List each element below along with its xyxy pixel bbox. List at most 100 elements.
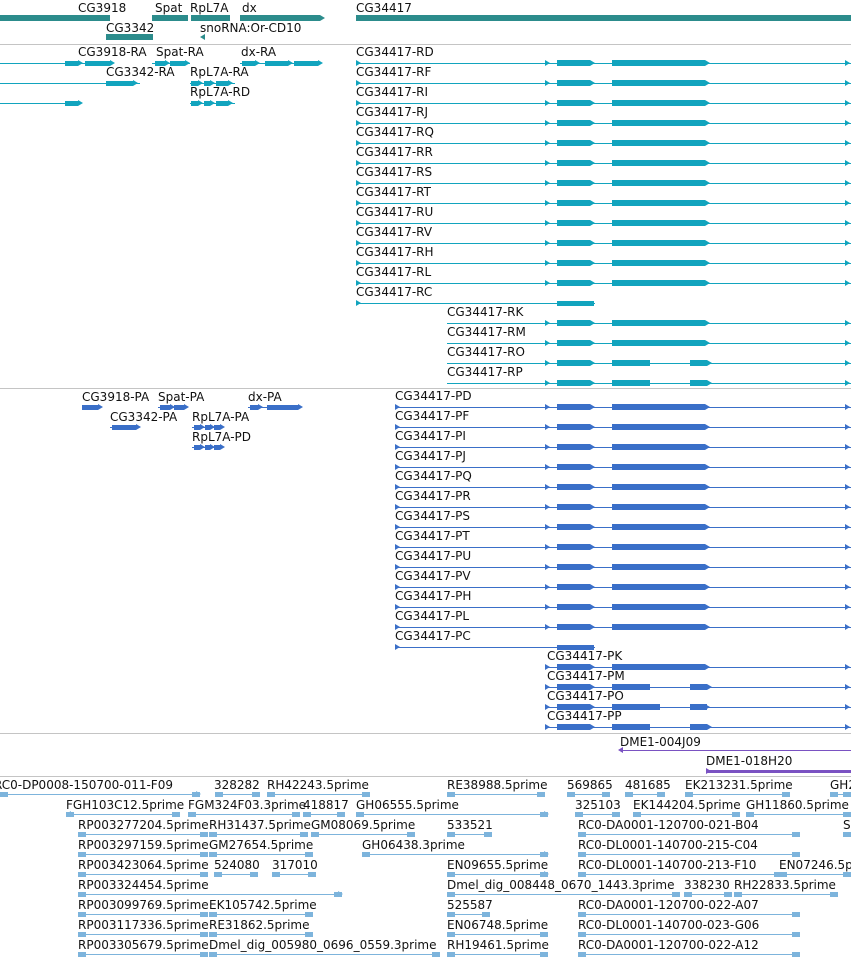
cdna-end-block[interactable]: [362, 852, 370, 857]
exon-block[interactable]: [557, 504, 590, 510]
cdna-end-block[interactable]: [724, 892, 732, 897]
cdna-end-block[interactable]: [209, 932, 217, 937]
exon-block[interactable]: [557, 100, 590, 106]
cdna-end-block[interactable]: [209, 952, 217, 957]
exon-block[interactable]: [204, 101, 210, 106]
cdna-end-block[interactable]: [578, 832, 586, 837]
exon-block[interactable]: [557, 140, 590, 146]
cdna-end-block[interactable]: [407, 832, 415, 837]
exon-block[interactable]: [557, 360, 590, 366]
exon-block[interactable]: [612, 724, 650, 730]
exon-block[interactable]: [612, 60, 705, 66]
cdna-end-block[interactable]: [272, 872, 280, 877]
cdna-end-block[interactable]: [779, 872, 787, 877]
exon-block[interactable]: [557, 524, 590, 530]
cdna-end-block[interactable]: [537, 792, 545, 797]
cdna-end-block[interactable]: [578, 912, 586, 917]
exon-block[interactable]: [612, 200, 705, 206]
cdna-end-block[interactable]: [792, 852, 800, 857]
exon-block[interactable]: [557, 260, 590, 266]
exon-block[interactable]: [191, 101, 198, 106]
exon-block[interactable]: [214, 425, 220, 430]
exon-block[interactable]: [612, 664, 705, 670]
exon-block[interactable]: [612, 564, 705, 570]
cdna-end-block[interactable]: [792, 952, 800, 957]
exon-block[interactable]: [557, 380, 590, 386]
cdna-end-block[interactable]: [734, 892, 742, 897]
exon-block[interactable]: [557, 444, 590, 450]
cdna-end-block[interactable]: [200, 952, 208, 957]
exon-block[interactable]: [612, 504, 705, 510]
cdna-end-block[interactable]: [792, 912, 800, 917]
exon-block[interactable]: [191, 81, 198, 86]
cdna-end-block[interactable]: [209, 852, 217, 857]
cdna-end-block[interactable]: [792, 932, 800, 937]
exon-block[interactable]: [612, 604, 705, 610]
exon-block[interactable]: [690, 704, 707, 710]
cdna-end-block[interactable]: [303, 812, 311, 817]
clone-feature[interactable]: [706, 770, 851, 773]
exon-block[interactable]: [216, 81, 228, 86]
cdna-end-block[interactable]: [447, 932, 455, 937]
cdna-end-block[interactable]: [447, 892, 455, 897]
gene-feature[interactable]: [191, 15, 230, 21]
gene-feature[interactable]: [0, 15, 110, 21]
cdna-end-block[interactable]: [575, 812, 583, 817]
exon-block[interactable]: [612, 424, 705, 430]
cdna-end-block[interactable]: [78, 932, 86, 937]
exon-block[interactable]: [267, 405, 298, 410]
exon-block[interactable]: [612, 160, 705, 166]
exon-block[interactable]: [612, 524, 705, 530]
cdna-end-block[interactable]: [78, 832, 86, 837]
cdna-end-block[interactable]: [200, 872, 208, 877]
exon-block[interactable]: [612, 260, 705, 266]
cdna-end-block[interactable]: [830, 792, 838, 797]
cdna-end-block[interactable]: [300, 832, 308, 837]
exon-block[interactable]: [557, 80, 590, 86]
exon-block[interactable]: [557, 200, 590, 206]
cdna-end-block[interactable]: [684, 892, 692, 897]
cdna-end-block[interactable]: [578, 852, 586, 857]
cdna-end-block[interactable]: [252, 792, 260, 797]
exon-block[interactable]: [557, 240, 590, 246]
exon-block[interactable]: [85, 61, 110, 66]
exon-block[interactable]: [160, 405, 170, 410]
exon-block[interactable]: [612, 704, 660, 710]
cdna-end-block[interactable]: [292, 812, 300, 817]
cdna-end-block[interactable]: [685, 792, 693, 797]
cdna-end-block[interactable]: [672, 892, 680, 897]
exon-block[interactable]: [294, 61, 318, 66]
cdna-end-block[interactable]: [78, 872, 86, 877]
exon-block[interactable]: [557, 464, 590, 470]
exon-block[interactable]: [65, 61, 78, 66]
exon-block[interactable]: [612, 280, 705, 286]
cdna-end-block[interactable]: [78, 892, 86, 897]
exon-block[interactable]: [612, 444, 705, 450]
exon-block[interactable]: [204, 81, 210, 86]
exon-block[interactable]: [557, 60, 590, 66]
cdna-end-block[interactable]: [830, 892, 838, 897]
cdna-end-block[interactable]: [602, 792, 610, 797]
cdna-end-block[interactable]: [305, 912, 313, 917]
exon-block[interactable]: [194, 425, 200, 430]
exon-block[interactable]: [82, 405, 98, 410]
cdna-end-block[interactable]: [172, 812, 180, 817]
exon-block[interactable]: [690, 684, 707, 690]
cdna-end-block[interactable]: [578, 872, 586, 877]
exon-block[interactable]: [612, 180, 705, 186]
exon-block[interactable]: [557, 404, 590, 410]
cdna-end-block[interactable]: [732, 812, 740, 817]
cdna-end-block[interactable]: [209, 832, 217, 837]
cdna-end-block[interactable]: [78, 952, 86, 957]
cdna-end-block[interactable]: [843, 812, 851, 817]
cdna-end-block[interactable]: [447, 912, 455, 917]
cdna-end-block[interactable]: [200, 932, 208, 937]
gene-feature[interactable]: [356, 15, 851, 21]
exon-block[interactable]: [690, 360, 707, 366]
exon-block[interactable]: [612, 684, 650, 690]
exon-block[interactable]: [557, 724, 590, 730]
exon-block[interactable]: [557, 664, 590, 670]
exon-block[interactable]: [612, 404, 705, 410]
cdna-end-block[interactable]: [200, 912, 208, 917]
